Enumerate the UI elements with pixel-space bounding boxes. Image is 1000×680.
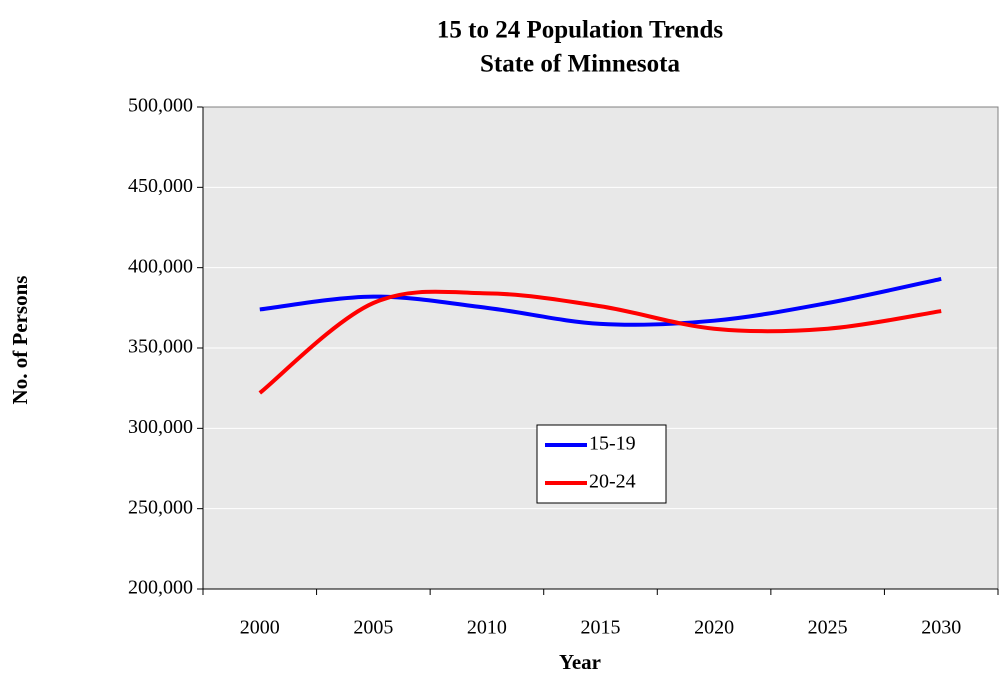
y-tick-label: 450,000	[128, 175, 193, 197]
y-tick-label: 300,000	[128, 416, 193, 438]
chart-subtitle: State of Minnesota	[480, 51, 680, 78]
x-tick-label: 2005	[353, 617, 393, 639]
x-tick-label: 2010	[467, 617, 507, 639]
y-tick-label: 350,000	[128, 336, 193, 358]
y-tick-label: 250,000	[128, 496, 193, 518]
series-line	[259, 276, 942, 327]
y-tick-label: 400,000	[128, 255, 193, 277]
y-axis-label: No. of Persons	[8, 276, 32, 405]
y-tick-label: 200,000	[128, 577, 193, 599]
y-tick-label: 500,000	[128, 95, 193, 117]
x-tick-label: 2025	[808, 617, 848, 639]
x-tick-label: 2000	[240, 617, 280, 639]
series-line	[258, 289, 942, 395]
chart-title: 15 to 24 Population Trends	[437, 17, 723, 44]
legend-label: 15-19	[589, 433, 636, 455]
legend-label: 20-24	[589, 471, 636, 493]
x-tick-label: 2020	[694, 617, 734, 639]
legend	[536, 424, 667, 504]
x-tick-label: 2015	[581, 617, 621, 639]
x-tick-label: 2030	[921, 617, 961, 639]
x-axis-label: Year	[559, 650, 601, 674]
